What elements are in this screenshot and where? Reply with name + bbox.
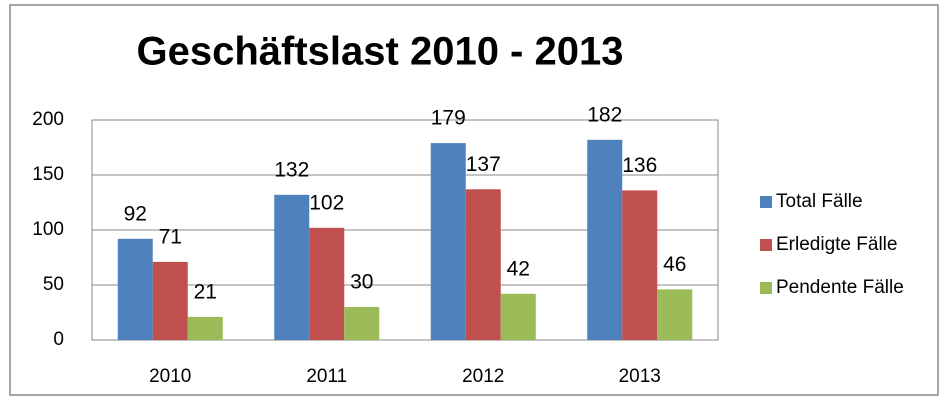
bar bbox=[274, 194, 310, 340]
value-label: 182 bbox=[587, 103, 622, 126]
legend-swatch bbox=[760, 196, 772, 208]
value-label: 30 bbox=[350, 271, 373, 294]
legend-label: Total Fälle bbox=[776, 191, 863, 212]
bar bbox=[587, 139, 623, 340]
bar bbox=[500, 293, 536, 340]
bar bbox=[152, 261, 188, 340]
value-label: 102 bbox=[309, 191, 344, 214]
value-label: 92 bbox=[124, 202, 147, 225]
value-label: 46 bbox=[663, 253, 686, 276]
bar bbox=[187, 316, 223, 340]
y-tick-label: 100 bbox=[32, 219, 64, 240]
value-label: 136 bbox=[622, 154, 657, 177]
y-tick-label: 200 bbox=[32, 109, 64, 130]
y-tick-label: 150 bbox=[32, 164, 64, 185]
y-tick-label: 0 bbox=[53, 329, 64, 350]
bar bbox=[430, 143, 466, 340]
legend-swatch bbox=[760, 239, 772, 251]
bar bbox=[465, 189, 501, 340]
value-label: 21 bbox=[194, 280, 217, 303]
value-label: 71 bbox=[159, 225, 182, 248]
value-label: 137 bbox=[466, 153, 501, 176]
bar bbox=[117, 238, 153, 340]
value-label: 179 bbox=[431, 107, 466, 130]
chart-title: Geschäftslast 2010 - 2013 bbox=[137, 30, 624, 74]
value-label: 132 bbox=[274, 158, 309, 181]
bar bbox=[309, 227, 345, 340]
bar bbox=[344, 307, 380, 340]
x-tick-label: 2010 bbox=[149, 366, 191, 387]
bar bbox=[657, 289, 693, 340]
legend-swatch bbox=[760, 282, 772, 294]
x-tick-label: 2013 bbox=[619, 366, 661, 387]
x-tick-label: 2011 bbox=[306, 366, 347, 387]
y-tick-label: 50 bbox=[43, 274, 64, 295]
legend-label: Erledigte Fälle bbox=[776, 234, 897, 255]
legend-label: Pendente Fälle bbox=[776, 277, 904, 298]
value-label: 42 bbox=[507, 257, 530, 280]
x-tick-label: 2012 bbox=[462, 366, 504, 387]
bar bbox=[622, 190, 658, 340]
